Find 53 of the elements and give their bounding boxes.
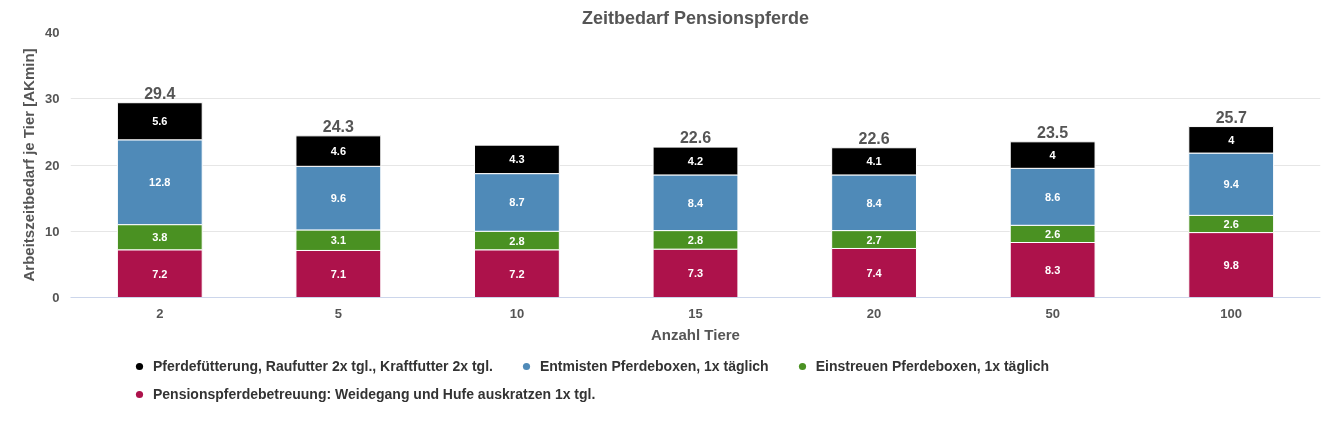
data-label: 5.6: [152, 115, 168, 128]
data-label: 2.6: [1045, 227, 1061, 240]
data-label: 8.4: [687, 196, 705, 209]
data-label: 7.2: [509, 267, 525, 280]
data-label: 7.2: [152, 267, 168, 280]
data-label: 4: [1228, 133, 1236, 146]
x-tick-label: 50: [1045, 305, 1060, 321]
data-label: 2.8: [687, 233, 704, 246]
x-tick-label: 15: [688, 305, 703, 321]
total-label: 24.3: [322, 117, 355, 135]
total-label: 22.6: [679, 129, 712, 147]
x-tick-label: 2: [156, 305, 164, 321]
data-label: 8.6: [1045, 190, 1061, 203]
data-label: 4.2: [687, 155, 704, 168]
data-label: 4.6: [330, 145, 347, 158]
x-tick-label: 20: [866, 305, 882, 321]
y-tick-label: 20: [45, 157, 60, 173]
data-label: 3.8: [152, 231, 168, 244]
y-tick-label: 30: [45, 91, 60, 107]
data-label: 3.1: [330, 234, 347, 247]
x-axis-title: Anzahl Tiere: [651, 325, 740, 343]
data-label: 7.3: [687, 267, 704, 280]
legend-label: Pferdefütterung, Raufutter 2x tgl., Kraftfutter 2x tgl.: [153, 358, 493, 374]
data-label: 4.3: [509, 153, 525, 166]
y-tick-label: 40: [45, 25, 60, 40]
data-label: 2.6: [1223, 217, 1239, 230]
total-label: 29.4: [144, 84, 176, 102]
data-label: 7.4: [866, 266, 883, 279]
x-tick-label: 10: [509, 305, 525, 321]
chart-title: Zeitbedarf Pensionspferde: [581, 7, 810, 28]
data-label: 9.8: [1223, 259, 1239, 272]
data-label: 4.1: [866, 155, 882, 168]
legend-label: Einstreuen Pferdeboxen, 1x täglich: [815, 358, 1050, 374]
total-label: 22.6: [858, 129, 890, 147]
y-tick-label: 10: [45, 223, 60, 239]
data-label: 12.8: [149, 176, 171, 189]
data-label: 8.7: [509, 196, 525, 209]
data-label: 2.7: [866, 233, 882, 246]
legend-label: Pensionspferdebetreuung: Weidegang und Hufe auskratzen 1x tgl.: [153, 386, 596, 402]
total-label: 25.7: [1215, 108, 1247, 126]
x-tick-label: 100: [1220, 305, 1243, 321]
y-tick-label: 0: [52, 290, 60, 305]
data-label: 8.3: [1045, 264, 1061, 277]
data-label: 7.1: [330, 267, 347, 280]
x-tick-label: 5: [334, 305, 342, 321]
y-axis-title: Arbeitszeitbedarf je Tier [AKmin]: [20, 48, 38, 282]
total-label: 23.5: [1037, 123, 1069, 141]
legend-label: Entmisten Pferdeboxen, 1x täglich: [539, 358, 769, 374]
data-label: 8.4: [866, 196, 883, 209]
data-label: 2.8: [509, 234, 525, 247]
data-label: 4: [1049, 149, 1057, 162]
data-label: 9.4: [1223, 178, 1240, 191]
data-label: 9.6: [330, 192, 347, 205]
